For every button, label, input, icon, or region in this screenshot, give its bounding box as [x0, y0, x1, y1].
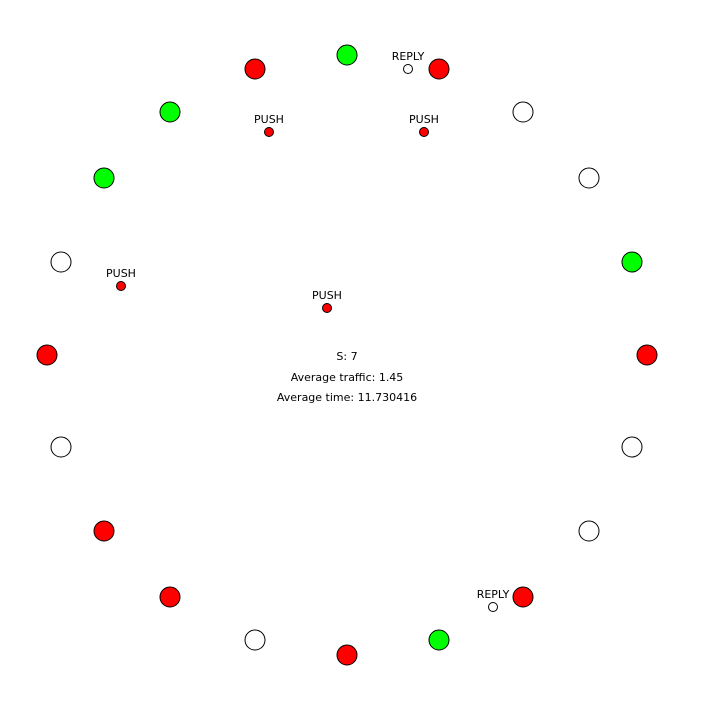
node-green [621, 251, 643, 273]
nodes-layer [36, 44, 658, 666]
node-white [621, 436, 643, 458]
node-white [512, 101, 534, 123]
message-dot [116, 281, 126, 291]
message-label: REPLY [477, 588, 510, 601]
message-dot [264, 127, 274, 137]
message-push: PUSH [312, 289, 342, 313]
node-red [159, 586, 181, 608]
node-white [578, 167, 600, 189]
s-value-label: S: 7 [336, 350, 358, 363]
node-red [428, 58, 450, 80]
message-dot [488, 602, 498, 612]
node-white [50, 436, 72, 458]
node-red [36, 344, 58, 366]
node-green [93, 167, 115, 189]
messages-layer: PUSH PUSH PUSH PUSH REPLY REPLY [106, 50, 510, 612]
node-green [159, 101, 181, 123]
message-reply: REPLY [392, 50, 425, 74]
node-red [336, 644, 358, 666]
average-traffic-label: Average traffic: 1.45 [290, 371, 404, 384]
node-white [50, 251, 72, 273]
node-red [93, 520, 115, 542]
node-red [244, 58, 266, 80]
message-push: PUSH [254, 113, 284, 137]
message-reply: REPLY [477, 588, 510, 612]
message-push: PUSH [106, 267, 136, 291]
message-label: PUSH [409, 113, 439, 126]
message-dot [419, 127, 429, 137]
message-push: PUSH [409, 113, 439, 137]
node-green [336, 44, 358, 66]
node-green [428, 629, 450, 651]
message-label: PUSH [254, 113, 284, 126]
node-white [578, 520, 600, 542]
message-label: REPLY [392, 50, 425, 63]
node-white [244, 629, 266, 651]
message-label: PUSH [106, 267, 136, 280]
average-time-label: Average time: 11.730416 [276, 391, 418, 404]
node-red [636, 344, 658, 366]
message-dot [403, 64, 413, 74]
node-red [512, 586, 534, 608]
message-dot [322, 303, 332, 313]
message-label: PUSH [312, 289, 342, 302]
